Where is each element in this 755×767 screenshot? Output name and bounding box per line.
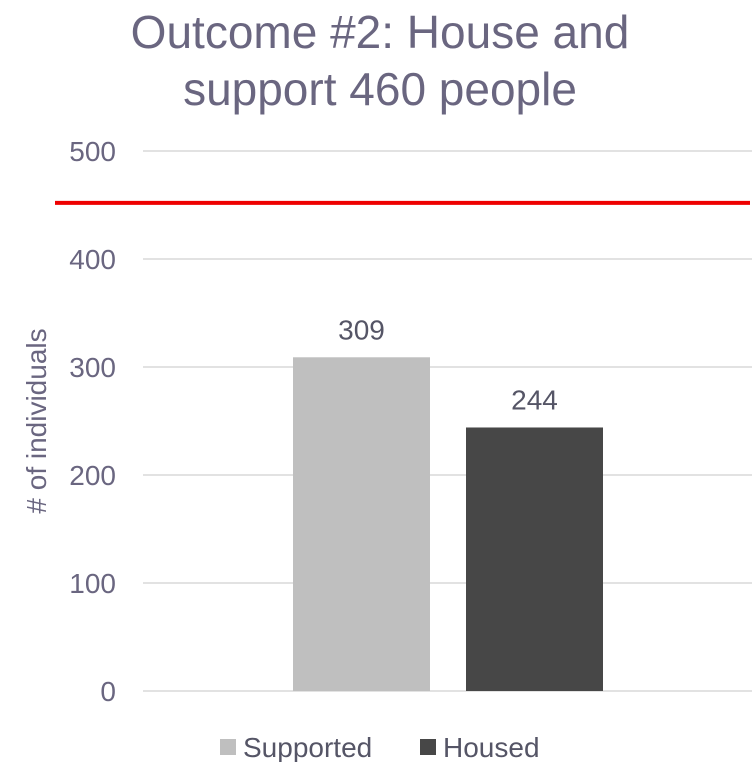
y-tick-label: 500 [69, 136, 116, 167]
chart-title: Outcome #2: House and support 460 people [131, 6, 630, 115]
y-tick-label: 400 [69, 244, 116, 275]
data-label-housed: 244 [511, 384, 558, 415]
gridlines [143, 150, 752, 692]
bar-housed [466, 427, 603, 691]
legend: Supported Housed [220, 732, 540, 763]
legend-swatch-housed [420, 739, 436, 755]
y-tick-label: 200 [69, 460, 116, 491]
bar-supported [293, 357, 430, 691]
data-labels: 309 244 [338, 314, 558, 415]
data-label-supported: 309 [338, 314, 385, 345]
bars [293, 357, 603, 691]
y-axis-ticks: 0 100 200 300 400 500 [69, 136, 116, 707]
y-tick-label: 0 [100, 676, 116, 707]
y-axis-title: # of individuals [21, 328, 52, 513]
chart-title-line-2: support 460 people [183, 63, 577, 115]
chart-title-line-1: Outcome #2: House and [131, 6, 630, 58]
legend-label-supported: Supported [243, 732, 372, 762]
legend-swatch-supported [220, 739, 236, 755]
y-tick-label: 100 [69, 568, 116, 599]
legend-label-housed: Housed [443, 732, 540, 762]
y-tick-label: 300 [69, 352, 116, 383]
